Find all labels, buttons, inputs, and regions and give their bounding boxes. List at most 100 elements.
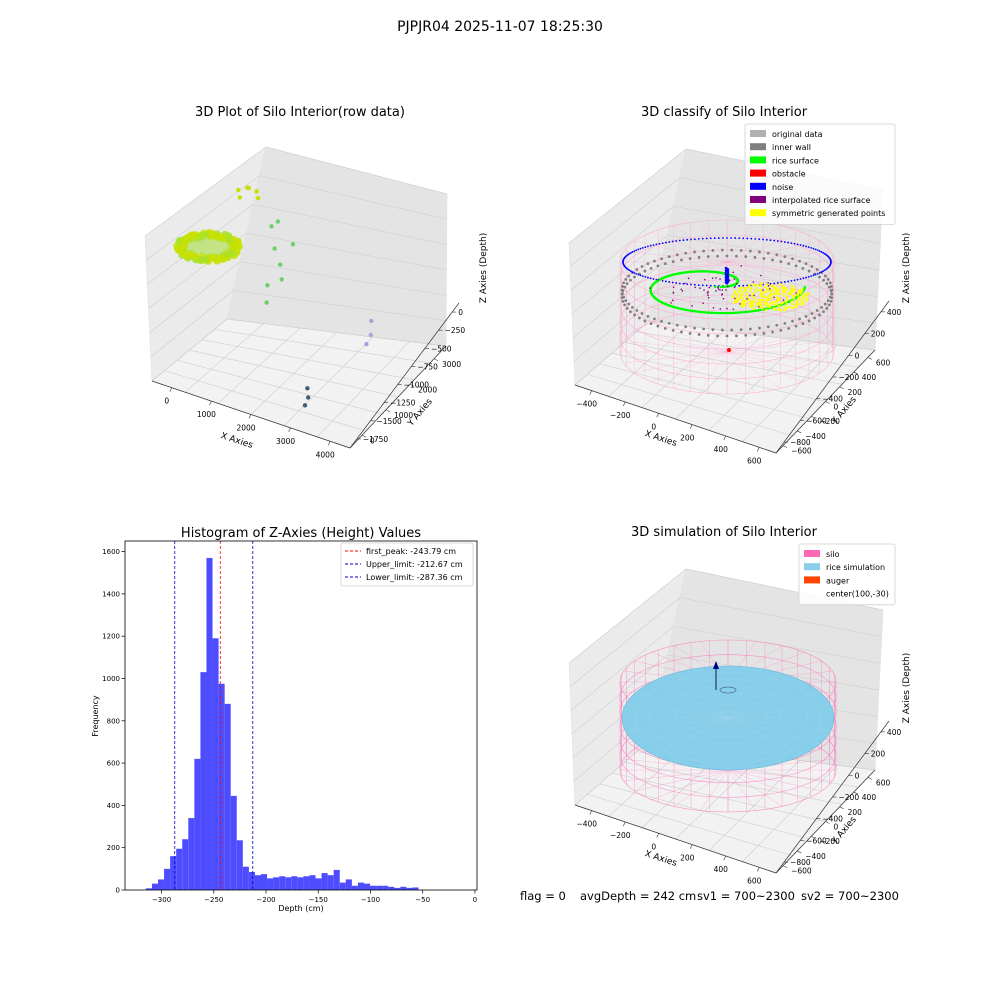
interpolated-point [767,282,769,284]
interpolated-point [721,289,724,291]
rice-surface-point [726,311,730,315]
raw-data-point [269,224,274,229]
raw-data-point [198,255,207,264]
symmetric-point [751,302,754,305]
z-tick-label: −200 [839,373,860,382]
symmetric-point [783,305,786,309]
noise-point [701,284,704,287]
z-tick-label: 200 [871,750,886,759]
symmetric-point [792,295,796,298]
symmetric-point [782,293,786,297]
legend-entry-label: symmetric generated points [772,209,885,218]
inner-wall-point [656,324,660,328]
rice-surface-point [717,271,721,274]
x-tick-label: 2000 [236,424,255,433]
legend-entry-label: center(100,-30) [826,590,889,599]
symmetric-point [789,292,792,296]
left-gridline [144,146,267,237]
z-tick-label: −400 [822,395,843,404]
back-gridline [233,289,447,322]
interpolated-point [733,286,736,289]
inner-wall-point [640,265,644,268]
noise-point [709,284,712,287]
silo-wireframe [634,351,728,374]
silo-wireframe [623,769,729,782]
rice-surface-point [803,285,807,289]
z-tick-label: 400 [887,308,902,317]
left-gridline [568,148,687,244]
rice-surface-point [709,311,713,314]
inner-wall-point [720,248,724,252]
y-tick-mark [867,777,873,780]
silo-wireframe [726,221,755,263]
noise-point [776,240,779,242]
silo-wireframe [726,322,803,353]
noise-point [705,237,708,240]
noise-point [825,268,827,271]
symmetric-point [785,306,789,310]
symmetric-point [800,303,804,306]
symmetric-point [786,297,789,301]
rice-simulation-mesh [625,704,729,719]
z-tick-label: −600 [806,416,827,425]
inner-wall-point [697,256,701,259]
rice-surface-point [722,285,726,288]
histogram-x-axis-label: Depth (cm) [278,904,323,913]
rice-surface-point [757,308,761,312]
symmetric-point [745,292,749,296]
symmetric-point [791,303,794,306]
interpolated-point [749,294,751,297]
noise-point [787,280,790,283]
noise-point [658,242,661,245]
inner-wall-point [798,259,801,263]
x-tick-label: 200 [680,434,695,443]
legend-entry-label: inner wall [772,143,811,152]
left-gridline [568,568,687,664]
noise-point [790,279,793,282]
rice-simulation-mesh [727,717,831,732]
x-tick-mark [756,447,760,452]
inner-wall-point [633,313,636,317]
silo-wireframe [623,351,728,364]
histogram-bar [394,887,401,890]
symmetric-point [784,288,788,292]
inner-wall-point [813,316,817,320]
histogram-axes-frame [124,540,478,891]
y-tick-mark [867,357,873,360]
rice-simulation-mesh [652,717,729,755]
interpolated-point [736,283,738,285]
symmetric-point [756,303,760,307]
simulation-3d-plot: 3D simulation of Silo Interior −400 −200 0… [568,525,912,885]
symmetric-point [751,294,754,298]
legend-entry-label: original data [772,130,823,139]
symmetric-point [748,289,752,293]
histogram-bar [170,856,177,890]
z-tick-label: 200 [871,330,886,339]
back-gridline [246,232,447,271]
rice-surface-point [661,301,664,304]
interpolated-point [680,288,683,291]
histogram-legend: first_peak: -243.79 cm Upper_limit: -212.… [340,542,474,587]
z-tick-label: −800 [790,858,811,867]
rice-surface-point [677,272,680,275]
raw-data-point [272,246,277,251]
symmetric-point [777,307,781,311]
rice-surface-point [683,271,687,274]
histogram-bar [206,557,213,890]
rice-simulation-mesh [625,717,729,732]
raw-z-axis-label: Z Axies (Depth) [479,233,489,304]
inner-wall-point [625,306,629,310]
rice-surface-point [656,298,660,302]
symmetric-point [765,301,769,305]
interpolated-point [732,308,735,311]
x-tick-label: 0 [164,397,169,406]
interpolated-point [670,302,672,304]
inner-wall-point [758,250,761,254]
symmetric-point [777,289,780,293]
legend-swatch [804,563,820,571]
y-tick-mark [811,835,816,839]
inner-wall-point [775,253,779,257]
rice-surface-point [736,280,740,283]
noise-point [682,239,685,242]
interpolated-point [752,281,755,283]
